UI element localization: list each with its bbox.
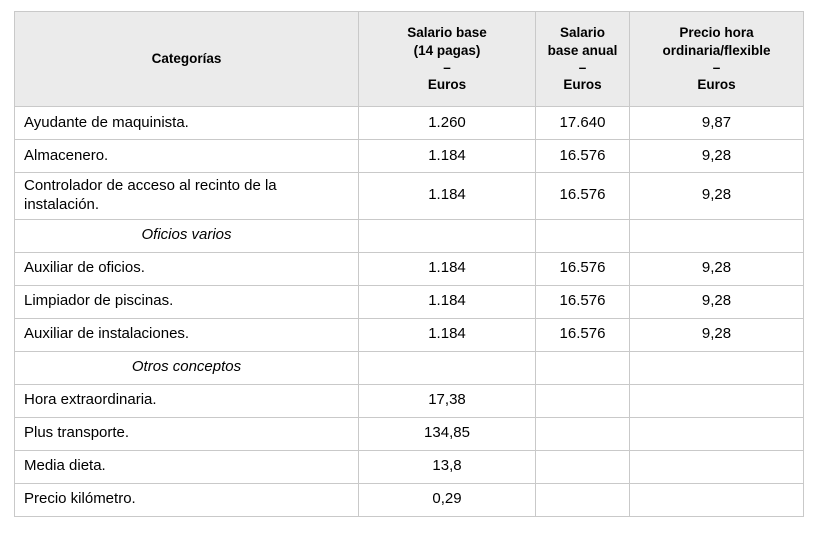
- salario-anual-cell: 17.640: [535, 106, 630, 140]
- table-body: Ayudante de maquinista. 1.260 17.640 9,8…: [14, 106, 804, 517]
- column-header-categorias: Categorías: [14, 11, 359, 107]
- salario-base-cell: 0,29: [358, 482, 536, 517]
- salario-anual-cell: 16.576: [535, 172, 630, 220]
- table-header: Categorías Salario base (14 pagas) – Eur…: [14, 11, 804, 107]
- salario-base-cell: 17,38: [358, 383, 536, 418]
- category-cell: Ayudante de maquinista.: [14, 106, 359, 140]
- category-cell: Almacenero.: [14, 139, 359, 173]
- table-row: Hora extraordinaria. 17,38: [14, 383, 804, 418]
- category-cell: Media dieta.: [14, 449, 359, 484]
- category-cell: Plus transporte.: [14, 416, 359, 451]
- salario-anual-cell: [535, 416, 630, 451]
- category-cell: Auxiliar de instalaciones.: [14, 317, 359, 352]
- column-header-salario-base: Salario base (14 pagas) – Euros: [358, 11, 536, 107]
- table-row: Controlador de acceso al recinto de la i…: [14, 172, 804, 220]
- precio-hora-cell: 9,28: [629, 317, 804, 352]
- table-row: Plus transporte. 134,85: [14, 416, 804, 451]
- salario-anual-cell: 16.576: [535, 251, 630, 286]
- precio-hora-cell: [629, 383, 804, 418]
- salario-anual-cell: 16.576: [535, 284, 630, 319]
- table-row: Precio kilómetro. 0,29: [14, 482, 804, 517]
- salario-anual-cell: [535, 482, 630, 517]
- salario-base-cell: [358, 218, 536, 253]
- precio-hora-cell: 9,28: [629, 172, 804, 220]
- precio-hora-cell: 9,28: [629, 251, 804, 286]
- salario-base-cell: 1.184: [358, 284, 536, 319]
- precio-hora-cell: 9,28: [629, 284, 804, 319]
- precio-hora-cell: [629, 218, 804, 253]
- table-row: Auxiliar de oficios. 1.184 16.576 9,28: [14, 251, 804, 286]
- salario-base-cell: 1.184: [358, 139, 536, 173]
- salario-anual-cell: 16.576: [535, 317, 630, 352]
- table-row: Limpiador de piscinas. 1.184 16.576 9,28: [14, 284, 804, 319]
- salario-base-cell: 13,8: [358, 449, 536, 484]
- section-subheader-row: Otros conceptos: [14, 350, 804, 385]
- precio-hora-cell: [629, 449, 804, 484]
- section-title-cell: Otros conceptos: [14, 350, 359, 385]
- category-cell: Precio kilómetro.: [14, 482, 359, 517]
- salario-base-cell: 1.184: [358, 251, 536, 286]
- salario-base-cell: 1.184: [358, 172, 536, 220]
- header-row: Categorías Salario base (14 pagas) – Eur…: [14, 11, 804, 107]
- salary-table: Categorías Salario base (14 pagas) – Eur…: [14, 11, 804, 517]
- section-title-cell: Oficios varios: [14, 218, 359, 253]
- precio-hora-cell: [629, 350, 804, 385]
- salario-anual-cell: [535, 449, 630, 484]
- precio-hora-cell: 9,87: [629, 106, 804, 140]
- table-row: Media dieta. 13,8: [14, 449, 804, 484]
- salario-base-cell: 1.184: [358, 317, 536, 352]
- table-row: Auxiliar de instalaciones. 1.184 16.576 …: [14, 317, 804, 352]
- precio-hora-cell: [629, 416, 804, 451]
- column-header-precio-hora: Precio hora ordinaria/flexible – Euros: [629, 11, 804, 107]
- salario-base-cell: [358, 350, 536, 385]
- salario-base-cell: 1.260: [358, 106, 536, 140]
- precio-hora-cell: 9,28: [629, 139, 804, 173]
- category-cell: Hora extraordinaria.: [14, 383, 359, 418]
- salario-anual-cell: [535, 383, 630, 418]
- table-row: Almacenero. 1.184 16.576 9,28: [14, 139, 804, 173]
- category-cell: Auxiliar de oficios.: [14, 251, 359, 286]
- section-subheader-row: Oficios varios: [14, 218, 804, 253]
- precio-hora-cell: [629, 482, 804, 517]
- salario-anual-cell: [535, 218, 630, 253]
- table-row: Ayudante de maquinista. 1.260 17.640 9,8…: [14, 106, 804, 140]
- salario-anual-cell: [535, 350, 630, 385]
- category-cell: Controlador de acceso al recinto de la i…: [14, 172, 359, 220]
- column-header-salario-anual: Salario base anual – Euros: [535, 11, 630, 107]
- salario-anual-cell: 16.576: [535, 139, 630, 173]
- category-cell: Limpiador de piscinas.: [14, 284, 359, 319]
- salario-base-cell: 134,85: [358, 416, 536, 451]
